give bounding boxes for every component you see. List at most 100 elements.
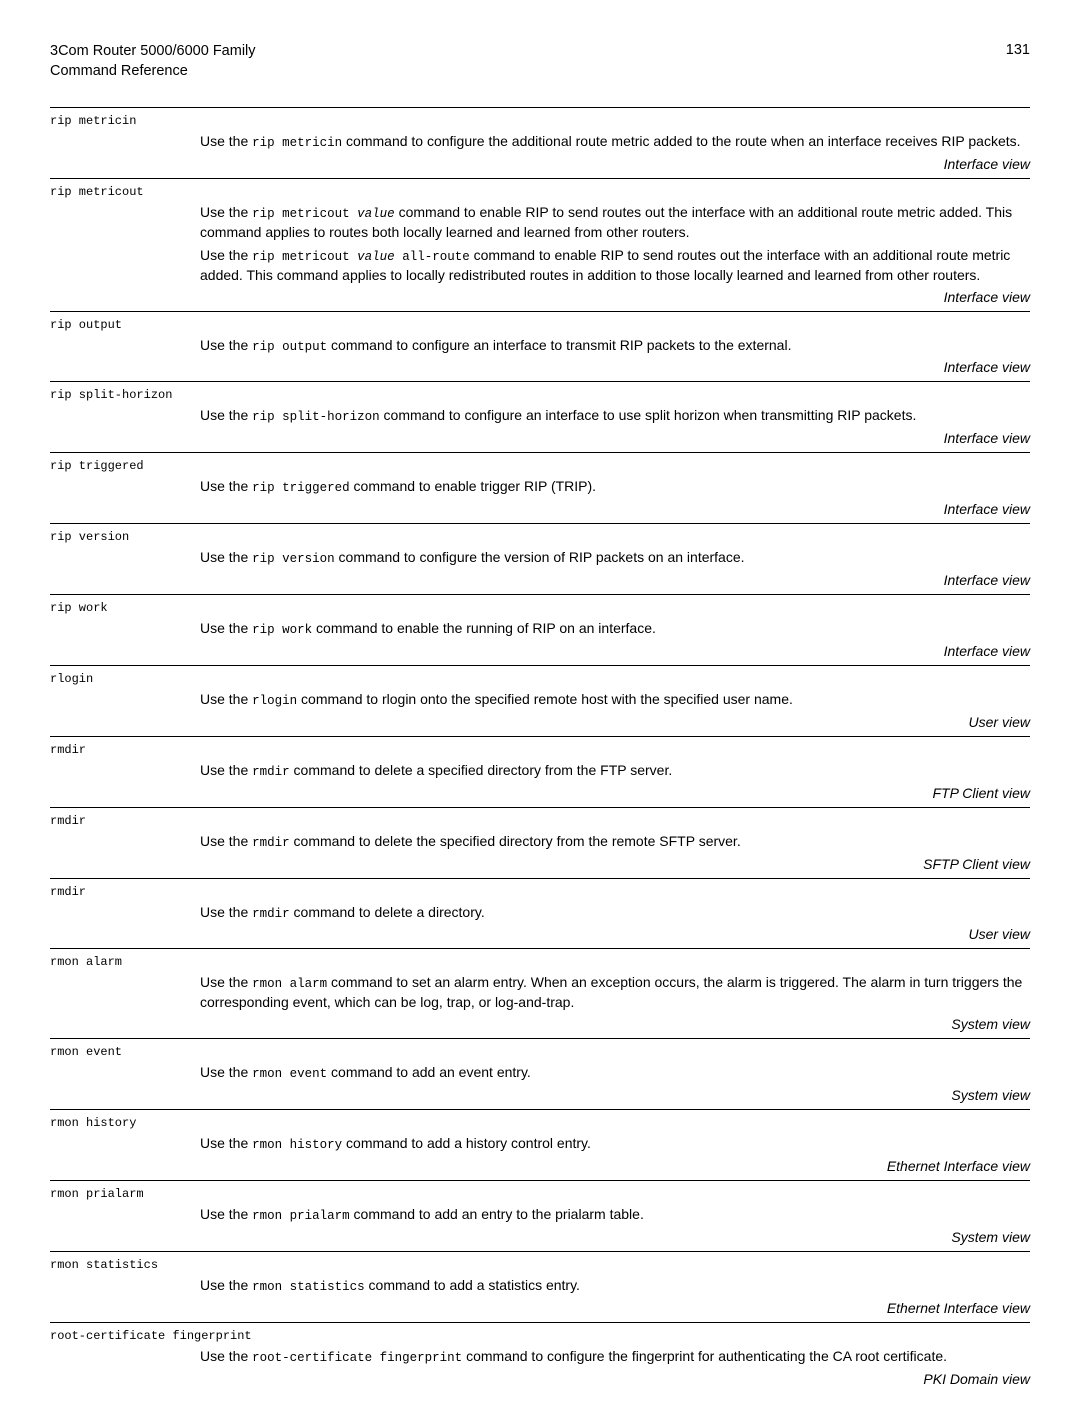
command-description-para: Use the rip metricout value command to e… <box>200 203 1030 242</box>
command-description-para: Use the rip metricout value all-route co… <box>200 246 1030 285</box>
command-description: Use the root-certificate fingerprint com… <box>50 1347 1030 1367</box>
command-view: Interface view <box>50 289 1030 305</box>
inline-code: rip work <box>252 623 312 637</box>
command-name: rmon statistics <box>50 1258 1030 1272</box>
command-description: Use the rmdir command to delete the spec… <box>50 832 1030 852</box>
inline-code: rmon prialarm <box>252 1209 350 1223</box>
command-entry: rmon prialarmUse the rmon prialarm comma… <box>50 1180 1030 1251</box>
command-view: Interface view <box>50 501 1030 517</box>
command-description-para: Use the root-certificate fingerprint com… <box>200 1347 1030 1367</box>
page-number: 131 <box>1006 42 1030 58</box>
command-description: Use the rmon statistics command to add a… <box>50 1276 1030 1296</box>
command-description-para: Use the rmdir command to delete a specif… <box>200 761 1030 781</box>
command-name: rip split-horizon <box>50 388 1030 402</box>
command-entry: rmdirUse the rmdir command to delete a s… <box>50 736 1030 807</box>
doc-title-block: 3Com Router 5000/6000 Family Command Ref… <box>50 42 256 81</box>
command-description-para: Use the rip work command to enable the r… <box>200 619 1030 639</box>
command-entry: rmon eventUse the rmon event command to … <box>50 1038 1030 1109</box>
inline-code: rip triggered <box>252 481 350 495</box>
command-view: User view <box>50 926 1030 942</box>
command-description: Use the rip output command to configure … <box>50 336 1030 356</box>
command-description: Use the rip metricin command to configur… <box>50 132 1030 152</box>
command-entry: rmon statisticsUse the rmon statistics c… <box>50 1251 1030 1322</box>
command-description: Use the rmon alarm command to set an ala… <box>50 973 1030 1012</box>
command-description: Use the rlogin command to rlogin onto th… <box>50 690 1030 710</box>
inline-code: rip version <box>252 552 335 566</box>
inline-code: rmon event <box>252 1067 327 1081</box>
command-entry: rip outputUse the rip output command to … <box>50 311 1030 382</box>
command-entry: rloginUse the rlogin command to rlogin o… <box>50 665 1030 736</box>
command-description-para: Use the rip output command to configure … <box>200 336 1030 356</box>
command-view: Interface view <box>50 359 1030 375</box>
inline-code: rip split-horizon <box>252 410 380 424</box>
inline-code: rip metricin <box>252 136 342 150</box>
command-name: rmon alarm <box>50 955 1030 969</box>
command-entry: rip split-horizonUse the rip split-horiz… <box>50 381 1030 452</box>
inline-code: rmon alarm <box>252 977 327 991</box>
inline-code: rmdir <box>252 836 290 850</box>
inline-code-italic: value <box>357 250 395 264</box>
command-description: Use the rip split-horizon command to con… <box>50 406 1030 426</box>
inline-code: root-certificate fingerprint <box>252 1351 462 1365</box>
command-view: Interface view <box>50 430 1030 446</box>
command-entry: rip versionUse the rip version command t… <box>50 523 1030 594</box>
command-name: rmon event <box>50 1045 1030 1059</box>
command-view: System view <box>50 1229 1030 1245</box>
command-description-para: Use the rip triggered command to enable … <box>200 477 1030 497</box>
command-view: PKI Domain view <box>50 1371 1030 1387</box>
command-name: rip metricin <box>50 114 1030 128</box>
command-description-para: Use the rip metricin command to configur… <box>200 132 1030 152</box>
inline-code: rmdir <box>252 765 290 779</box>
inline-code: all-route <box>395 250 470 264</box>
command-name: rip work <box>50 601 1030 615</box>
inline-code: rip metricout <box>252 207 357 221</box>
command-name: rip output <box>50 318 1030 332</box>
command-description: Use the rip work command to enable the r… <box>50 619 1030 639</box>
inline-code: rip output <box>252 340 327 354</box>
command-name: rip triggered <box>50 459 1030 473</box>
command-description: Use the rmon event command to add an eve… <box>50 1063 1030 1083</box>
command-description-para: Use the rip version command to configure… <box>200 548 1030 568</box>
command-description: Use the rmon prialarm command to add an … <box>50 1205 1030 1225</box>
inline-code: rmdir <box>252 907 290 921</box>
command-entry: rmdirUse the rmdir command to delete a d… <box>50 878 1030 949</box>
command-reference-list: rip metricinUse the rip metricin command… <box>50 107 1030 1392</box>
command-description-para: Use the rmon alarm command to set an ala… <box>200 973 1030 1012</box>
command-entry: rip metricinUse the rip metricin command… <box>50 108 1030 178</box>
inline-code: rlogin <box>252 694 297 708</box>
page-header: 3Com Router 5000/6000 Family Command Ref… <box>50 42 1030 81</box>
doc-title-line2: Command Reference <box>50 62 256 82</box>
command-description: Use the rmdir command to delete a direct… <box>50 903 1030 923</box>
inline-code: rip metricout <box>252 250 357 264</box>
command-view: System view <box>50 1087 1030 1103</box>
command-name: rmon history <box>50 1116 1030 1130</box>
command-description: Use the rmon history command to add a hi… <box>50 1134 1030 1154</box>
inline-code: rmon statistics <box>252 1280 365 1294</box>
command-description-para: Use the rmdir command to delete a direct… <box>200 903 1030 923</box>
command-name: rmon prialarm <box>50 1187 1030 1201</box>
inline-code: rmon history <box>252 1138 342 1152</box>
command-description-para: Use the rmon history command to add a hi… <box>200 1134 1030 1154</box>
inline-code-italic: value <box>357 207 395 221</box>
command-name: rmdir <box>50 885 1030 899</box>
command-entry: rmdirUse the rmdir command to delete the… <box>50 807 1030 878</box>
command-entry: rip triggeredUse the rip triggered comma… <box>50 452 1030 523</box>
command-description: Use the rip metricout value command to e… <box>50 203 1030 285</box>
command-name: rmdir <box>50 743 1030 757</box>
command-description-para: Use the rlogin command to rlogin onto th… <box>200 690 1030 710</box>
command-entry: rmon historyUse the rmon history command… <box>50 1109 1030 1180</box>
command-entry: rip workUse the rip work command to enab… <box>50 594 1030 665</box>
command-description: Use the rip triggered command to enable … <box>50 477 1030 497</box>
command-description: Use the rip version command to configure… <box>50 548 1030 568</box>
command-view: System view <box>50 1016 1030 1032</box>
command-description-para: Use the rmon event command to add an eve… <box>200 1063 1030 1083</box>
command-name: rip metricout <box>50 185 1030 199</box>
command-name: rmdir <box>50 814 1030 828</box>
command-view: Ethernet Interface view <box>50 1300 1030 1316</box>
command-name: rip version <box>50 530 1030 544</box>
command-view: SFTP Client view <box>50 856 1030 872</box>
command-view: FTP Client view <box>50 785 1030 801</box>
command-name: rlogin <box>50 672 1030 686</box>
command-description-para: Use the rip split-horizon command to con… <box>200 406 1030 426</box>
command-view: Ethernet Interface view <box>50 1158 1030 1174</box>
